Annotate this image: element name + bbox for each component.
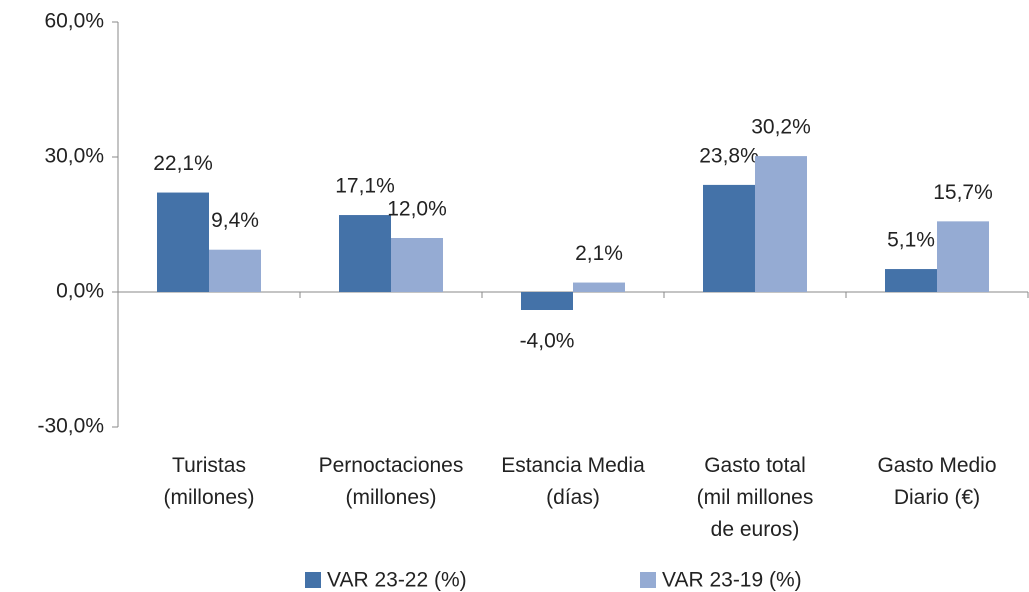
legend-label: VAR 23-19 (%) [662,569,802,592]
value-label: 12,0% [387,198,447,221]
bar [573,282,625,292]
value-label: 17,1% [335,175,395,198]
value-label: 22,1% [153,152,213,175]
value-label: 2,1% [575,242,623,265]
bar [209,249,261,292]
bar [339,215,391,292]
x-tick-label: Pernoctaciones (millones) [319,454,464,509]
value-label: 5,1% [887,229,935,252]
legend-swatch [640,572,656,588]
y-tick-label: 0,0% [56,280,104,303]
x-tick-label: Estancia Media (días) [501,454,645,509]
value-label: 9,4% [211,209,259,232]
bar [885,269,937,292]
bar [755,156,807,292]
y-tick-label: -30,0% [37,415,104,438]
y-tick-label: 60,0% [44,10,104,33]
value-label: 30,2% [751,116,811,139]
legend-swatch [305,572,321,588]
bar [391,238,443,292]
bar [521,292,573,310]
value-label: -4,0% [520,330,575,353]
bar [157,192,209,292]
x-tick-label: Turistas (millones) [163,454,254,509]
y-tick-label: 30,0% [44,145,104,168]
value-label: 23,8% [699,144,759,167]
bar [937,221,989,292]
legend-label: VAR 23-22 (%) [327,569,467,592]
bar [703,184,755,292]
x-tick-label: Gasto total (mil millones de euros) [697,454,814,541]
value-label: 15,7% [933,181,993,204]
x-tick-label: Gasto Medio Diario (€) [877,454,996,509]
